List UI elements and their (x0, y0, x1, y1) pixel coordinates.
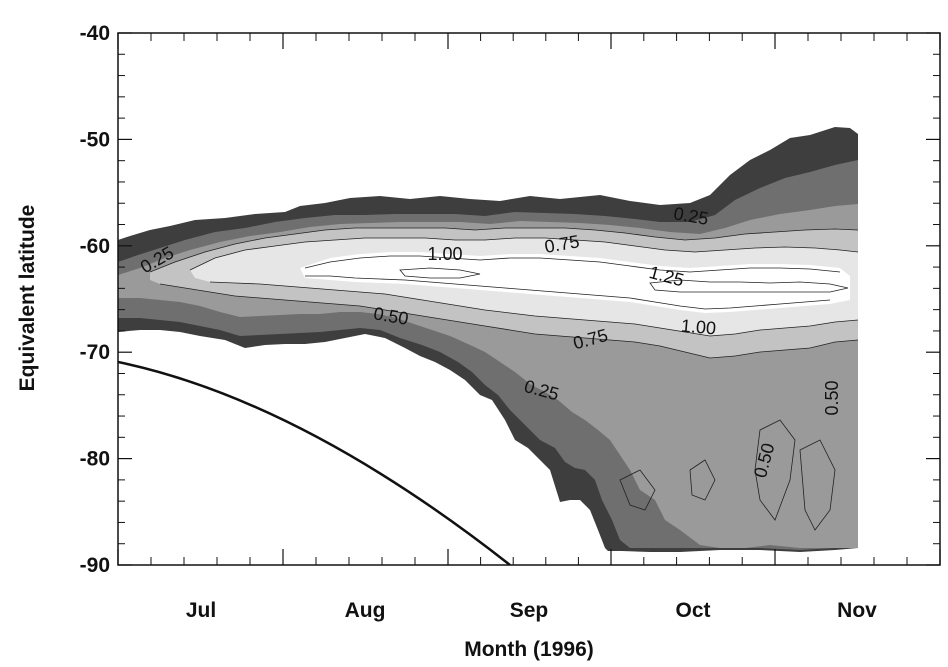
y-axis-title: Equivalent latitude (16, 205, 39, 392)
x-axis-title: Month (1996) (464, 638, 594, 661)
y-tick-label: -80 (80, 448, 110, 471)
contour-label: 1.00 (680, 316, 717, 339)
contour-lines (149, 227, 859, 531)
contour-bands (118, 127, 859, 552)
x-tick-label: Oct (675, 599, 710, 622)
contour-label: 1.00 (427, 244, 462, 264)
x-tick-label: Aug (345, 599, 386, 622)
boundary-curve (118, 360, 511, 565)
y-tick-label: -70 (80, 341, 110, 364)
x-tick-label: Nov (837, 599, 877, 622)
y-tick-label: -60 (80, 235, 110, 258)
x-tick-label: Jul (186, 599, 216, 622)
y-tick-label: -40 (80, 22, 110, 45)
contour-label: 0.50 (822, 380, 842, 415)
plot-frame (117, 32, 941, 566)
y-tick-label: -50 (80, 128, 110, 151)
y-tick-label: -90 (80, 554, 110, 577)
contour-band-5 (300, 252, 850, 313)
x-tick-label: Sep (510, 599, 549, 622)
